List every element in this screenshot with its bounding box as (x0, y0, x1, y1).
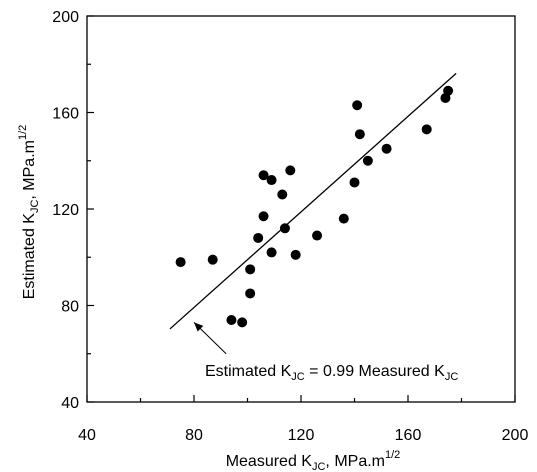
data-point (279, 223, 290, 234)
axis-ticks (86, 15, 516, 403)
data-point (258, 211, 269, 222)
x-label-sup: 1/2 (385, 449, 400, 461)
data-points (175, 85, 454, 328)
data-point (352, 100, 363, 111)
x-tick-label: 40 (78, 427, 96, 444)
data-point (421, 124, 432, 135)
x-label-sub: JC (312, 461, 326, 472)
x-tick-label: 200 (502, 427, 529, 444)
data-point (245, 288, 256, 299)
x-tick-labels: 40 80 120 160 200 (78, 427, 528, 444)
data-point (207, 254, 218, 265)
data-point (338, 213, 349, 224)
annotation-sub-2: JC (445, 371, 459, 383)
data-point (381, 143, 392, 154)
data-point (175, 257, 186, 268)
y-label-sup: 1/2 (17, 125, 29, 140)
y-label-main: Estimated K (21, 213, 38, 300)
data-point (266, 175, 277, 186)
annotation-text: Estimated KJC = 0.99 Measured KJC (205, 363, 458, 383)
data-point (290, 249, 301, 260)
data-point (253, 232, 264, 243)
annotation: Estimated KJC = 0.99 Measured KJC (193, 322, 458, 383)
fit-line (169, 72, 457, 330)
y-axis-label: Estimated KJC, MPa.m1/2 (17, 125, 41, 300)
annotation-sub-1: JC (291, 371, 305, 383)
data-point (354, 129, 365, 140)
data-point (245, 264, 256, 275)
data-point (312, 230, 323, 241)
x-tick-label: 120 (288, 427, 315, 444)
y-tick-label: 80 (61, 299, 79, 316)
data-point (443, 85, 454, 96)
y-tick-label: 160 (52, 106, 79, 123)
data-point (266, 247, 277, 258)
data-point (285, 165, 296, 176)
x-axis-label: Measured KJC, MPa.m1/2 (226, 449, 401, 472)
annotation-part-c: = 0.99 Measured K (305, 363, 445, 380)
x-tick-label: 160 (395, 427, 422, 444)
data-point (349, 177, 360, 188)
y-tick-label: 200 (52, 9, 79, 26)
data-point (237, 317, 248, 328)
annotation-part-a: Estimated K (205, 363, 292, 380)
y-tick-labels: 40 80 120 160 200 (52, 9, 79, 412)
data-point (226, 314, 237, 325)
x-label-unit: , MPa.m (325, 453, 385, 470)
y-tick-label: 40 (61, 395, 79, 412)
annotation-arrowhead (194, 322, 204, 332)
x-tick-label: 80 (185, 427, 203, 444)
y-label-unit: , MPa.m (21, 140, 38, 200)
x-label-main: Measured K (226, 453, 313, 470)
y-tick-label: 120 (52, 202, 79, 219)
y-label-sub: JC (29, 200, 41, 214)
data-point (277, 189, 288, 200)
data-point (362, 155, 373, 166)
plot-frame (86, 15, 516, 403)
data-point (258, 170, 269, 181)
